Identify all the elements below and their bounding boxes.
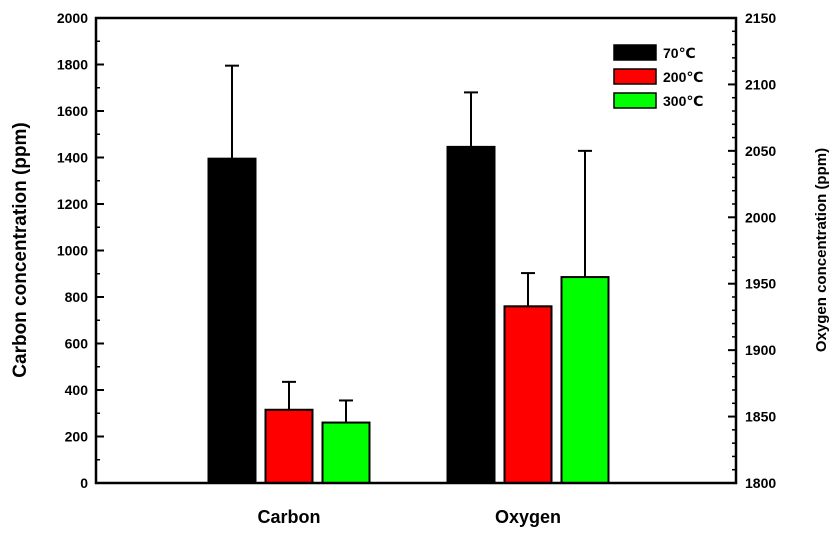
y2-tick-label: 1800 (745, 475, 776, 491)
bar (560, 276, 610, 485)
y-tick-label: 200 (65, 429, 89, 445)
y-tick-label: 800 (65, 289, 89, 305)
error-bars-layer (225, 64, 592, 423)
y-tick-label: 1800 (57, 57, 88, 73)
bar (207, 157, 257, 484)
y2-tick-label: 1950 (745, 276, 776, 292)
bar (321, 421, 371, 484)
legend-swatch (613, 44, 657, 61)
plot-frame (94, 16, 738, 485)
y2-axis-label: Oxygen concentration (ppm) (813, 148, 830, 352)
bar (264, 408, 314, 485)
y2-tick-label: 2150 (745, 10, 776, 26)
y-tick-label: 1400 (57, 150, 88, 166)
y2-tick-label: 2050 (745, 143, 776, 159)
left-axis: 0 200 400 600 800 1000 1200 1400 1600 1800 2000 (57, 10, 104, 491)
category-labels: Carbon Oxygen (258, 507, 562, 527)
y-tick-label: 600 (65, 336, 89, 352)
y2-tick-label: 2000 (745, 209, 776, 225)
y2-tick-label: 1900 (745, 342, 776, 358)
right-axis: 1800 1850 1900 1950 2000 2050 2100 2150 (728, 10, 776, 491)
y-tick-label: 0 (80, 475, 88, 491)
legend-swatch (613, 92, 657, 109)
bar (503, 305, 553, 484)
bars-layer (207, 145, 610, 485)
y-tick-label: 400 (65, 382, 89, 398)
legend-label: 200℃ (663, 69, 703, 85)
y-tick-label: 1000 (57, 243, 88, 259)
legend-label: 70℃ (663, 45, 696, 61)
y-axis-label: Carbon concentration (ppm) (10, 122, 31, 377)
bar (446, 145, 496, 484)
y-tick-label: 1600 (57, 103, 88, 119)
y2-tick-label: 1850 (745, 409, 776, 425)
y-tick-label: 2000 (57, 10, 88, 26)
legend-swatch (613, 68, 657, 85)
y2-tick-label: 2100 (745, 76, 776, 92)
legend-label: 300℃ (663, 93, 703, 109)
x-tick-label: Oxygen (495, 507, 561, 527)
legend: 70℃ 200℃ 300℃ (613, 44, 703, 109)
y-tick-label: 1200 (57, 196, 88, 212)
x-tick-label: Carbon (258, 507, 321, 527)
